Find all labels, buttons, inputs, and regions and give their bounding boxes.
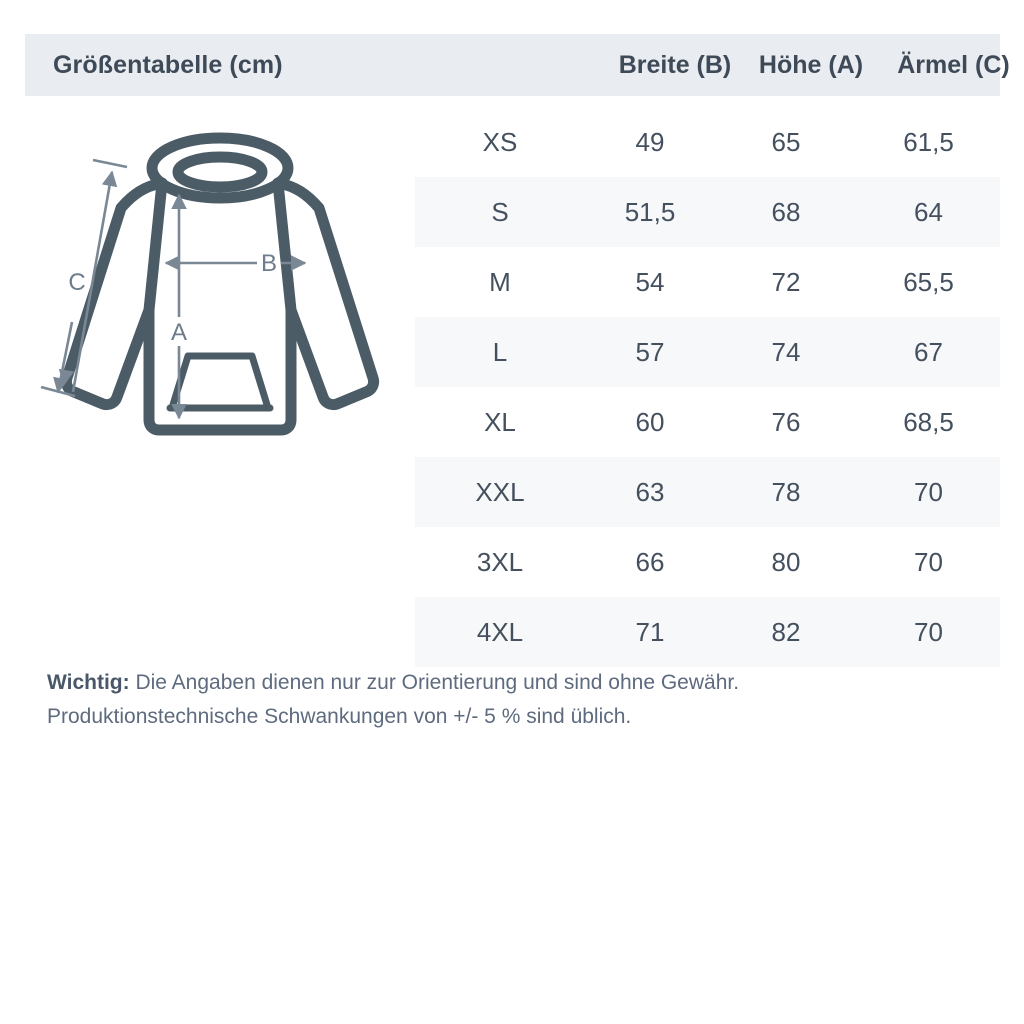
cell-aermel: 67: [914, 336, 943, 367]
cell-hoehe: 82: [771, 616, 801, 647]
table-row: L 57 74 67: [415, 317, 1000, 387]
column-header-breite: Breite (B): [618, 50, 732, 79]
cell-breite: 71: [635, 616, 665, 647]
cell-breite: 63: [635, 476, 665, 507]
cell-aermel: 70: [914, 616, 943, 647]
column-header-hoehe: Höhe (A): [758, 50, 864, 79]
table-row: 3XL 66 80 70: [415, 527, 1000, 597]
size-table: XS 49 65 61,5 S 51,5 68 64 M 54 72 65,5 …: [415, 107, 1000, 667]
cell-aermel: 68,5: [903, 406, 954, 437]
table-header-band: Größentabelle (cm) Breite (B) Höhe (A) Ä…: [25, 34, 1010, 96]
cell-size: M: [489, 266, 511, 297]
cell-hoehe: 65: [771, 126, 801, 157]
cell-aermel: 64: [914, 196, 943, 227]
pocket-icon: [168, 352, 272, 412]
column-header-group: Breite (B) Höhe (A) Ärmel (C): [440, 34, 1024, 96]
cell-breite: 60: [635, 406, 665, 437]
dimension-label-b: B: [261, 250, 277, 277]
column-header-aermel: Ärmel (C): [897, 50, 1010, 79]
table-row: S 51,5 68 64: [415, 177, 1000, 247]
cell-size: L: [492, 336, 508, 367]
cell-hoehe: 78: [771, 476, 801, 507]
cell-hoehe: 80: [771, 546, 801, 577]
cell-aermel: 65,5: [903, 266, 954, 297]
cell-size: XS: [482, 126, 518, 157]
table-row: M 54 72 65,5: [415, 247, 1000, 317]
cell-size: 4XL: [476, 616, 524, 647]
cell-hoehe: 72: [771, 266, 801, 297]
dimension-sleeve-c: [40, 158, 128, 398]
cell-size: 3XL: [476, 546, 524, 577]
cell-hoehe: 68: [771, 196, 801, 227]
cell-aermel: 70: [914, 546, 943, 577]
table-row: XL 60 76 68,5: [415, 387, 1000, 457]
page-title: Größentabelle (cm): [53, 50, 283, 79]
disclaimer-lead: Wichtig:: [47, 671, 130, 694]
hoodie-outline-icon: [60, 132, 380, 436]
disclaimer-line-1: Die Angaben dienen nur zur Orientierung …: [129, 671, 740, 694]
cell-hoehe: 74: [771, 336, 801, 367]
dimension-label-c: C: [68, 269, 85, 296]
table-row: XXL 63 78 70: [415, 457, 1000, 527]
hoodie-diagram: B A C: [25, 120, 415, 460]
cell-aermel: 70: [914, 476, 943, 507]
disclaimer-line-2: Produktionstechnische Schwankungen von +…: [47, 705, 632, 728]
cell-size: XL: [484, 406, 516, 437]
dimension-label-a: A: [171, 319, 187, 346]
cell-size: S: [491, 196, 509, 227]
cell-hoehe: 76: [771, 406, 801, 437]
cell-breite: 57: [635, 336, 665, 367]
cell-breite: 54: [635, 266, 665, 297]
cell-breite: 51,5: [624, 196, 676, 227]
cell-breite: 49: [635, 126, 665, 157]
cell-size: XXL: [475, 476, 525, 507]
cell-breite: 66: [635, 546, 665, 577]
disclaimer-note: Wichtig: Die Angaben dienen nur zur Orie…: [47, 666, 997, 734]
table-row: 4XL 71 82 70: [415, 597, 1000, 667]
cell-aermel: 61,5: [903, 126, 954, 157]
table-row: XS 49 65 61,5: [415, 107, 1000, 177]
